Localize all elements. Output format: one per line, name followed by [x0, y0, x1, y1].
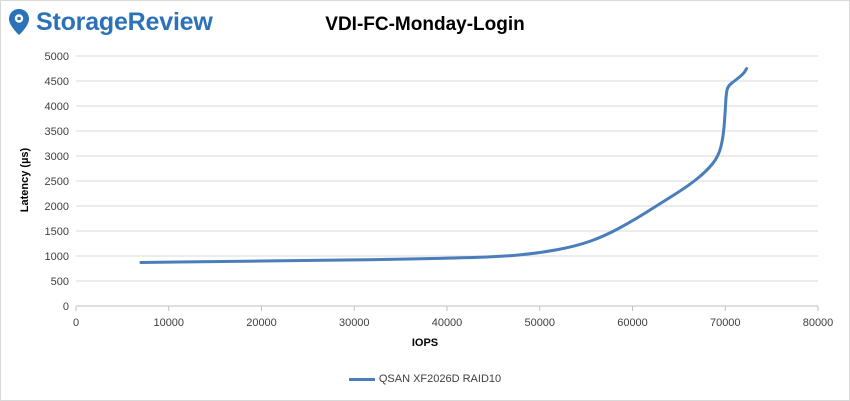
series-line [139, 67, 749, 264]
storagereview-logo: StorageReview [8, 6, 213, 38]
x-tick-label: 50000 [524, 317, 555, 329]
x-tick-label: 10000 [153, 317, 184, 329]
x-tick-label: 0 [73, 317, 79, 329]
y-tick-label: 5000 [45, 51, 69, 63]
y-tick-label: 1500 [45, 226, 69, 238]
chart-legend: QSAN XF2026D RAID10 [0, 373, 850, 385]
x-tick-label: 80000 [803, 317, 834, 329]
brand-name: StorageReview [36, 7, 213, 36]
y-tick-label: 2500 [45, 176, 69, 188]
legend-label: QSAN XF2026D RAID10 [378, 373, 502, 385]
y-tick-label: 4500 [45, 76, 69, 88]
x-axis-label: IOPS [411, 337, 439, 349]
x-tick-label: 70000 [710, 317, 741, 329]
x-tick-label: 30000 [339, 317, 370, 329]
chart-title: VDI-FC-Monday-Login [325, 14, 525, 35]
y-tick-label: 0 [63, 301, 69, 313]
y-tick-label: 3000 [45, 151, 69, 163]
storagereview-pin-icon [9, 9, 29, 35]
y-tick-label: 500 [51, 276, 69, 288]
x-tick-label: 20000 [246, 317, 277, 329]
y-tick-label: 1000 [45, 251, 69, 263]
y-tick-label: 3500 [45, 126, 69, 138]
y-tick-label: 4000 [45, 101, 69, 113]
x-tick-label: 40000 [432, 317, 463, 329]
x-tick-label: 60000 [617, 317, 648, 329]
legend-swatch [348, 377, 375, 381]
y-tick-label: 2000 [45, 201, 69, 213]
